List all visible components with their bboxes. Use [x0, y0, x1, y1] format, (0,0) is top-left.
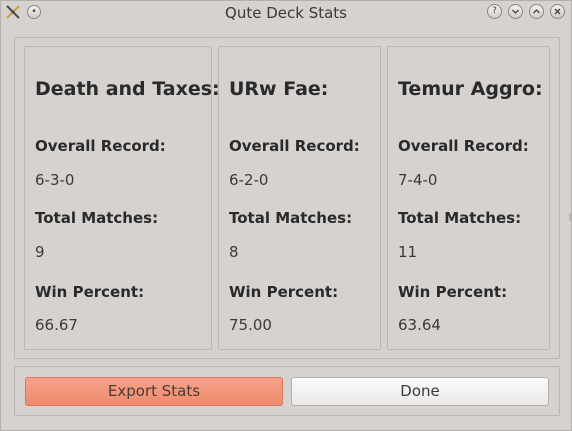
deck-column-urw-fae: URw Fae: Overall Record: 6-2-0 Total Mat… — [218, 46, 381, 350]
app-logo-icon — [6, 5, 20, 19]
deck-name: URw Fae: — [229, 78, 329, 100]
overall-record-label: Overall Record: — [35, 137, 166, 155]
help-icon[interactable]: ? — [487, 4, 502, 19]
close-icon[interactable] — [550, 4, 565, 19]
stats-panel — [14, 37, 560, 359]
overall-record-value: 6-2-0 — [229, 171, 269, 189]
win-percent-label: Win Percent: — [398, 283, 508, 301]
window-menu-icon[interactable]: • — [27, 5, 41, 19]
total-matches-value: 9 — [35, 243, 45, 261]
maximize-icon[interactable] — [529, 4, 544, 19]
deck-name: Temur Aggro: — [398, 78, 543, 100]
resize-handle[interactable] — [569, 213, 571, 221]
deck-column-temur-aggro: Temur Aggro: Overall Record: 7-4-0 Total… — [387, 46, 550, 350]
total-matches-label: Total Matches: — [35, 209, 159, 227]
total-matches-label: Total Matches: — [229, 209, 353, 227]
overall-record-value: 7-4-0 — [398, 171, 438, 189]
total-matches-label: Total Matches: — [398, 209, 522, 227]
win-percent-value: 75.00 — [229, 316, 272, 334]
done-button[interactable]: Done — [291, 377, 549, 406]
total-matches-value: 8 — [229, 243, 239, 261]
win-percent-label: Win Percent: — [35, 283, 145, 301]
overall-record-label: Overall Record: — [229, 137, 360, 155]
total-matches-value: 11 — [398, 243, 418, 261]
win-percent-value: 63.64 — [398, 316, 441, 334]
export-stats-button[interactable]: Export Stats — [25, 377, 283, 406]
title-bar[interactable]: • Qute Deck Stats ? — [1, 1, 571, 25]
window-title: Qute Deck Stats — [225, 4, 347, 22]
actions-panel — [14, 366, 560, 416]
deck-column-death-and-taxes: Death and Taxes: Overall Record: 6-3-0 T… — [24, 46, 220, 350]
win-percent-label: Win Percent: — [229, 283, 339, 301]
deck-name: Death and Taxes: — [35, 78, 220, 100]
minimize-icon[interactable] — [508, 4, 523, 19]
overall-record-label: Overall Record: — [398, 137, 529, 155]
overall-record-value: 6-3-0 — [35, 171, 75, 189]
win-percent-value: 66.67 — [35, 316, 78, 334]
